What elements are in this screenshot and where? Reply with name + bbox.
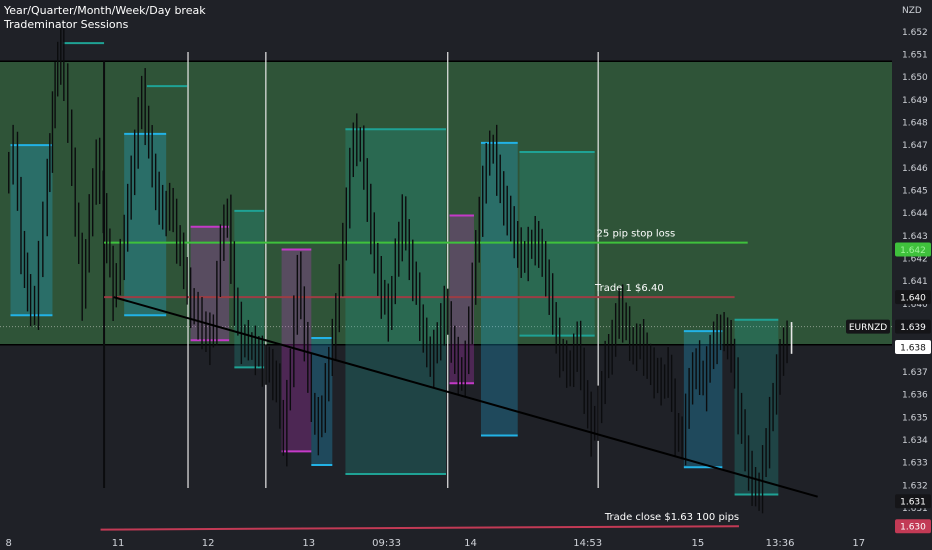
time-tick-label: 15 <box>691 538 704 549</box>
price-tick-label: 1.652 <box>902 28 928 38</box>
session-box <box>519 151 595 336</box>
symbol-label-text: EURNZD <box>849 323 887 333</box>
time-tick-label: 13:36 <box>766 538 795 549</box>
price-tick-label: 1.647 <box>902 141 928 151</box>
price-axis-background <box>892 0 932 550</box>
time-tick-label: 09:33 <box>372 538 401 549</box>
currency-label: NZD <box>902 6 922 16</box>
session-box <box>683 331 723 468</box>
price-label-box <box>895 494 931 509</box>
trendline[interactable] <box>113 296 818 498</box>
price-label-box <box>895 519 931 534</box>
time-axis[interactable]: 8 11 12 13 09:33 14 14:53 15 13:36 17 <box>0 533 932 550</box>
price-tick-label: 1.648 <box>902 118 928 128</box>
vertical-lines-layer <box>103 52 599 488</box>
price-tick-label: 1.642 <box>902 255 928 265</box>
time-tick-label: 13 <box>302 538 315 549</box>
price-tick-label: 1.632 <box>902 481 928 491</box>
price-tick-label: 1.646 <box>902 164 928 174</box>
trade-close-line[interactable] <box>100 525 739 531</box>
time-tick-label: 14 <box>464 538 477 549</box>
price-axis[interactable]: NZD 1.652 1.651 1.650 1.649 1.648 1.647 1.646 1.… <box>892 0 932 550</box>
price-label-text: 1.638 <box>900 344 926 354</box>
time-tick-label: 14:53 <box>573 538 602 549</box>
price-tick-label: 1.635 <box>902 413 928 423</box>
price-tick-label: 1.633 <box>902 459 928 469</box>
price-label-box <box>895 242 931 257</box>
trendline-layer[interactable] <box>113 296 818 498</box>
price-tick-label: 1.631 <box>902 504 928 514</box>
candles-layer <box>8 25 793 514</box>
session-box <box>281 249 312 452</box>
session-box <box>234 210 265 368</box>
price-label-box <box>895 340 931 355</box>
price-tick-label: 1.640 <box>902 300 928 310</box>
symbol-label-box <box>846 319 890 334</box>
trade-close-label: Trade close $1.63 100 pips <box>604 512 739 523</box>
price-tick-label: 1.634 <box>902 436 928 446</box>
session-boxes-layer <box>10 42 779 496</box>
time-axis-background <box>0 533 932 550</box>
session-box <box>480 142 518 436</box>
time-tick-label: 8 <box>6 538 12 549</box>
price-label-box <box>895 319 931 334</box>
indicator-subtitle[interactable]: Trademinator Sessions <box>3 18 129 31</box>
price-tick-label: 1.645 <box>902 187 928 197</box>
price-label-text: 1.640 <box>900 294 926 304</box>
price-tick-label: 1.649 <box>902 96 928 106</box>
horizontal-lines-layer[interactable]: 25 pip stop loss Trade 1 $6.40 Trade close… <box>100 229 748 531</box>
time-tick-label: 17 <box>852 538 865 549</box>
price-label-text: 1.642 <box>900 246 926 256</box>
price-label-box <box>895 290 931 305</box>
price-label-text: 1.631 <box>900 498 926 508</box>
price-tick-label: 1.636 <box>902 391 928 401</box>
time-tick-label: 12 <box>202 538 215 549</box>
indicator-title[interactable]: Year/Quarter/Month/Week/Day break <box>3 4 206 17</box>
level-line-label: 25 pip stop loss <box>597 229 676 240</box>
level-line-label: Trade 1 $6.40 <box>594 283 664 294</box>
price-label-text: 1.639 <box>900 323 926 333</box>
price-tick-label: 1.644 <box>902 209 928 219</box>
price-label-text: 1.630 <box>900 523 926 533</box>
price-tick-label: 1.637 <box>902 368 928 378</box>
price-tick-label: 1.643 <box>902 232 928 242</box>
price-tick-label: 1.641 <box>902 277 928 287</box>
price-labels-layer: 1.642 1.640 1.639 1.638 1.631 1.630 EURNZD <box>846 242 931 534</box>
price-tick-label: 1.651 <box>902 50 928 60</box>
price-tick-label: 1.650 <box>902 73 928 83</box>
time-tick-label: 11 <box>112 538 125 549</box>
